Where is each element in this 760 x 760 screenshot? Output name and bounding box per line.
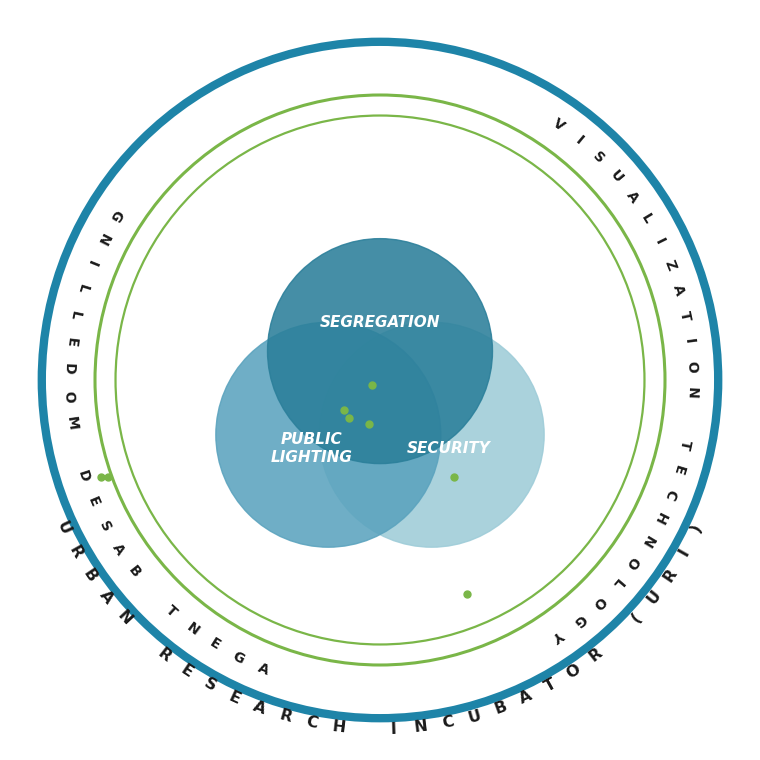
Text: N: N: [638, 532, 656, 549]
Text: I: I: [84, 258, 99, 268]
Text: T: T: [677, 309, 692, 321]
Text: PUBLIC
LIGHTING: PUBLIC LIGHTING: [271, 432, 353, 465]
Text: E: E: [670, 463, 686, 477]
Text: R: R: [660, 566, 679, 584]
Text: N: N: [684, 387, 698, 399]
Text: H: H: [331, 719, 347, 736]
Text: O: O: [564, 661, 584, 681]
Text: O: O: [684, 361, 698, 373]
Text: S: S: [201, 676, 218, 695]
Text: A: A: [670, 283, 686, 297]
Text: G: G: [107, 207, 125, 223]
Text: (: (: [628, 610, 644, 626]
Text: SECURITY: SECURITY: [407, 441, 490, 456]
Text: E: E: [178, 662, 195, 680]
Text: R: R: [277, 708, 293, 726]
Text: V: V: [550, 116, 567, 134]
Text: A: A: [255, 660, 271, 677]
Text: A: A: [624, 189, 641, 206]
Text: U: U: [644, 587, 663, 607]
Text: SEGREGATION: SEGREGATION: [320, 315, 440, 330]
Text: A: A: [517, 689, 534, 707]
Text: S: S: [591, 150, 607, 166]
Text: L: L: [638, 212, 655, 226]
Circle shape: [216, 322, 441, 547]
Text: A: A: [110, 541, 128, 558]
Text: O: O: [590, 593, 608, 611]
Text: U: U: [607, 168, 625, 186]
Circle shape: [319, 322, 544, 547]
Text: R: R: [66, 543, 85, 561]
Text: Z: Z: [661, 258, 678, 273]
Text: M: M: [64, 416, 79, 431]
Text: G: G: [230, 649, 247, 667]
Text: L: L: [608, 575, 625, 591]
Text: E: E: [226, 689, 242, 707]
Text: I: I: [391, 722, 397, 737]
Text: I: I: [652, 236, 667, 247]
Text: R: R: [586, 645, 605, 665]
Text: H: H: [651, 510, 668, 527]
Text: D: D: [75, 469, 92, 484]
Text: C: C: [661, 487, 678, 502]
Text: O: O: [623, 554, 641, 572]
Text: L: L: [68, 309, 83, 321]
Text: R: R: [155, 645, 174, 665]
Text: I: I: [573, 134, 586, 147]
Text: A: A: [251, 699, 268, 717]
Text: O: O: [62, 390, 76, 403]
Text: S: S: [97, 518, 113, 534]
Text: N: N: [184, 619, 201, 638]
Text: D: D: [62, 363, 76, 375]
Text: L: L: [74, 283, 90, 295]
Circle shape: [268, 239, 492, 464]
Text: Y: Y: [550, 626, 567, 644]
Text: T: T: [163, 603, 180, 620]
Text: B: B: [492, 699, 509, 717]
Text: N: N: [114, 608, 134, 629]
Text: I: I: [676, 546, 692, 559]
Text: E: E: [85, 495, 102, 509]
Text: B: B: [81, 566, 100, 584]
Text: C: C: [305, 714, 319, 731]
Text: E: E: [207, 636, 223, 653]
Text: ): ): [689, 521, 705, 534]
Text: A: A: [97, 588, 116, 607]
Text: T: T: [542, 676, 559, 695]
Text: I: I: [682, 337, 696, 344]
Text: C: C: [441, 714, 455, 731]
Text: G: G: [571, 610, 588, 629]
Text: U: U: [466, 708, 483, 726]
Text: U: U: [54, 518, 73, 537]
Text: B: B: [125, 563, 143, 581]
Text: T: T: [677, 439, 692, 451]
Text: E: E: [63, 337, 78, 347]
Text: N: N: [413, 719, 429, 736]
Text: N: N: [93, 230, 111, 247]
